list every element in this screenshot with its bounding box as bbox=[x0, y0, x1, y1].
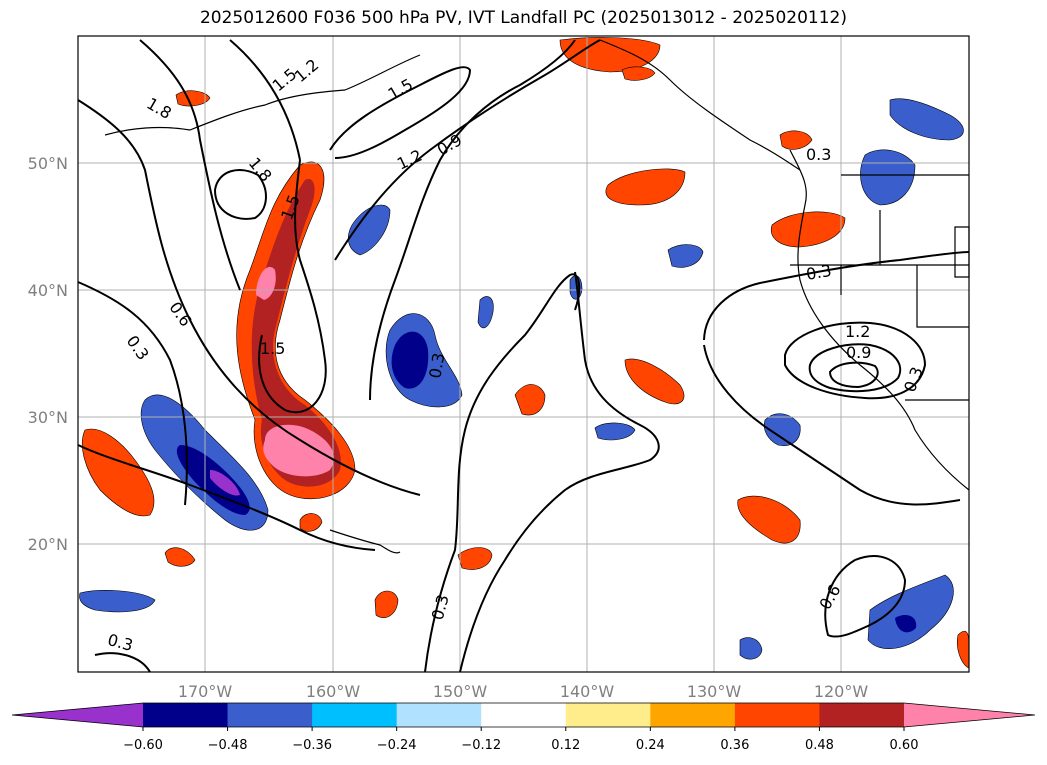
lon-label: 140°W bbox=[560, 682, 615, 701]
colorbar-extend-max bbox=[904, 703, 1035, 727]
lon-label: 160°W bbox=[306, 682, 361, 701]
colorbar-segment bbox=[143, 703, 229, 727]
map-frame bbox=[77, 35, 970, 673]
lat-label: 50°N bbox=[28, 154, 68, 173]
colorbar-tick-label: 0.12 bbox=[551, 738, 580, 753]
colorbar-segment bbox=[227, 703, 313, 727]
colorbar-segment bbox=[565, 703, 651, 727]
colorbar-tick-label: −0.36 bbox=[292, 738, 332, 753]
colorbar-tick-label: 0.36 bbox=[720, 738, 749, 753]
colorbar-segment bbox=[650, 703, 736, 727]
colorbar: −0.60 −0.48 −0.36 −0.24 −0.12 0.12 0.24 0.36 0.4… bbox=[11, 702, 1036, 753]
lat-label: 20°N bbox=[28, 535, 68, 554]
longitude-labels: 170°W 160°W 150°W 140°W 130°W 120°W bbox=[178, 682, 869, 701]
contour-label: 1.5 bbox=[260, 339, 285, 358]
contour-label: 0.9 bbox=[846, 343, 871, 362]
page-title: 2025012600 F036 500 hPa PV, IVT Landfall… bbox=[199, 8, 847, 28]
lat-label: 30°N bbox=[28, 408, 68, 427]
colorbar-segment bbox=[734, 703, 820, 727]
lat-label: 40°N bbox=[28, 281, 68, 300]
colorbar-segment bbox=[396, 703, 482, 727]
colorbar-tick-label: −0.48 bbox=[208, 738, 248, 753]
colorbar-segment bbox=[481, 703, 567, 727]
lon-label: 150°W bbox=[433, 682, 488, 701]
contour-label: 0.3 bbox=[805, 261, 833, 284]
contour-label: 0.3 bbox=[806, 145, 831, 164]
contour-label: 0.3 bbox=[425, 351, 448, 379]
lon-label: 170°W bbox=[178, 682, 233, 701]
colorbar-tick-label: 0.24 bbox=[636, 738, 665, 753]
colorbar-extend-min bbox=[12, 703, 143, 727]
pv-anomaly-fills bbox=[79, 37, 970, 669]
coastlines bbox=[104, 39, 970, 554]
latitude-labels: 50°N 40°N 30°N 20°N bbox=[28, 154, 68, 554]
colorbar-tick-label: 0.48 bbox=[805, 738, 834, 753]
colorbar-tick-label: −0.60 bbox=[123, 738, 163, 753]
colorbar-tick-label: −0.12 bbox=[461, 738, 501, 753]
lon-label: 130°W bbox=[687, 682, 742, 701]
ivt-contours bbox=[77, 39, 970, 673]
colorbar-tick-label: 0.60 bbox=[890, 738, 919, 753]
graticule bbox=[78, 36, 969, 672]
colorbar-tick-label: −0.24 bbox=[377, 738, 417, 753]
colorbar-segment bbox=[312, 703, 398, 727]
map-background bbox=[78, 36, 969, 672]
contour-label: 1.2 bbox=[845, 322, 870, 341]
colorbar-segment bbox=[819, 703, 905, 727]
lon-label: 120°W bbox=[814, 682, 869, 701]
